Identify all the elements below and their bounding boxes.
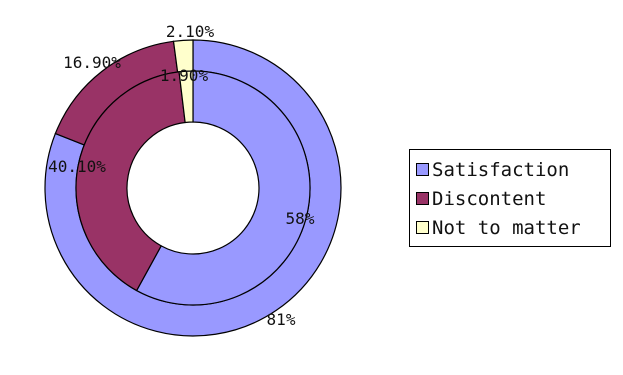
outer-ring-label-discontent: 16.90% [63,53,121,72]
legend-item-satisfaction: Satisfaction [416,155,610,184]
legend-swatch-not-to-matter [416,221,429,234]
inner-ring-label-satisfaction: 58% [286,209,315,228]
inner-ring-slice-satisfaction [135,70,311,306]
outer-ring-label-satisfaction: 81% [267,310,296,329]
legend-label-satisfaction: Satisfaction [432,158,570,181]
legend: Satisfaction Discontent Not to matter [409,149,611,247]
legend-item-discontent: Discontent [416,184,610,213]
inner-ring-slice-discontent [75,71,186,292]
inner-ring-label-discontent: 40.10% [48,157,106,176]
legend-swatch-discontent [416,192,429,205]
inner-ring-slice-not-to-matter [178,70,194,124]
outer-ring-label-not-to-matter: 2.10% [166,22,215,41]
legend-swatch-satisfaction [416,163,429,176]
legend-label-not-to-matter: Not to matter [432,216,581,239]
legend-label-discontent: Discontent [432,187,547,210]
inner-ring-label-not-to-matter: 1.90% [160,66,209,85]
legend-item-not-to-matter: Not to matter [416,213,610,242]
